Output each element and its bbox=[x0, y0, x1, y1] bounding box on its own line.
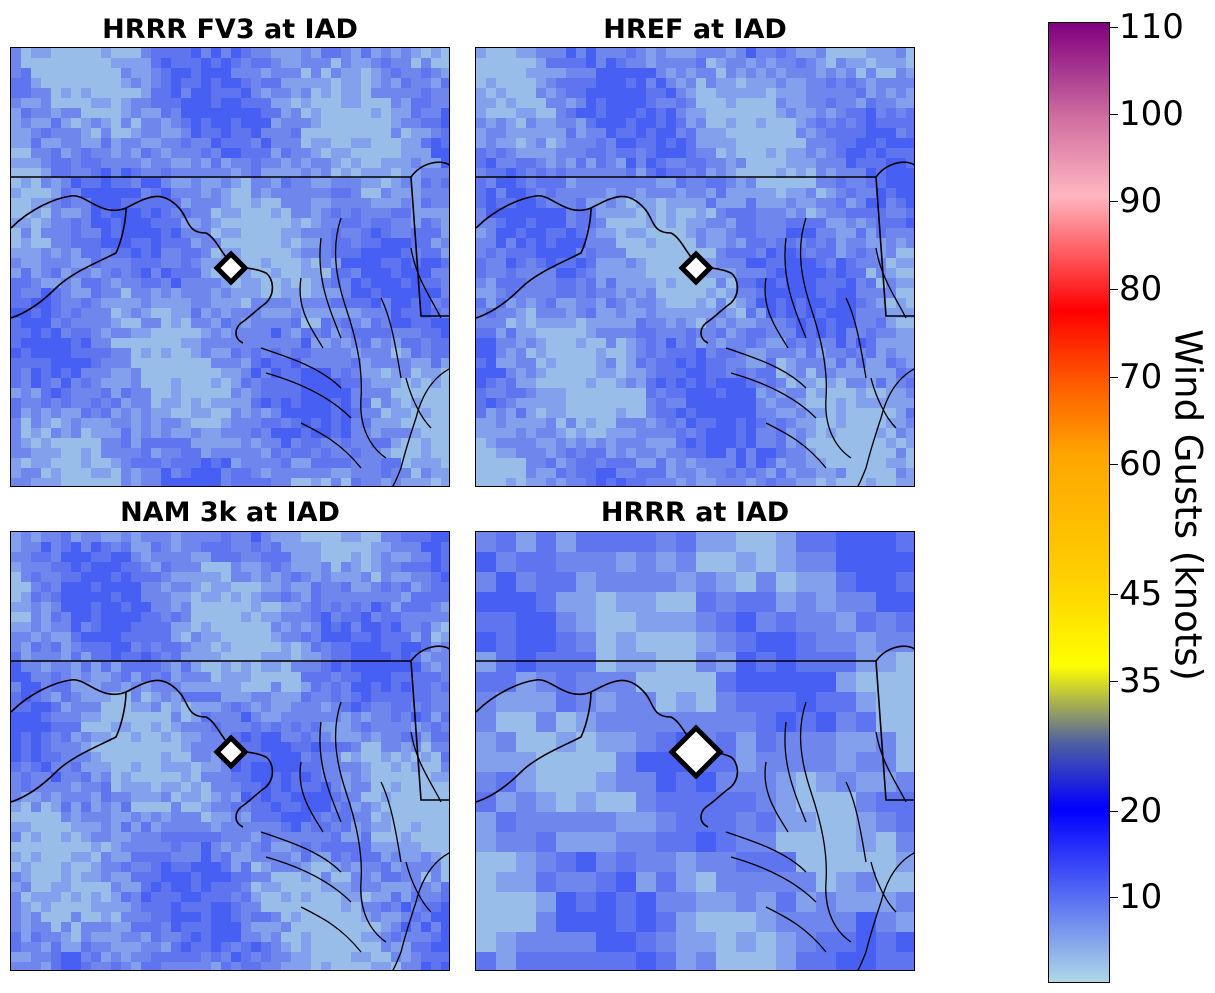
map-svg-hrrr bbox=[476, 532, 914, 970]
coastline bbox=[260, 217, 442, 469]
state-border-line bbox=[410, 645, 449, 801]
coastline bbox=[725, 701, 907, 953]
colorbar-tick-label: 10 bbox=[1119, 877, 1163, 917]
colorbar bbox=[1048, 22, 1110, 983]
coastline bbox=[857, 368, 914, 486]
colorbar-tick-label: 20 bbox=[1119, 791, 1163, 831]
map-svg-nam-3k bbox=[11, 532, 449, 970]
state-border-line bbox=[11, 691, 127, 803]
coastline bbox=[392, 368, 449, 486]
colorbar-tick bbox=[1110, 27, 1118, 28]
wind-field-cells bbox=[476, 532, 914, 970]
colorbar-tick-label: 110 bbox=[1119, 7, 1184, 47]
map-panel-nam-3k bbox=[10, 531, 450, 971]
wind-field-cells bbox=[476, 48, 914, 486]
river-border-line bbox=[476, 679, 739, 828]
colorbar-label: Wind Gusts (knots) bbox=[1166, 329, 1210, 681]
station-marker-iad bbox=[213, 250, 249, 286]
state-border-line bbox=[11, 207, 127, 319]
map-svg-hrrr-fv3 bbox=[11, 48, 449, 486]
colorbar-tick bbox=[1110, 289, 1118, 290]
map-panel-href bbox=[475, 47, 915, 487]
state-border-line bbox=[410, 161, 449, 317]
colorbar-tick-label: 90 bbox=[1119, 181, 1163, 221]
station-marker-iad bbox=[213, 734, 249, 770]
state-border-line bbox=[476, 207, 592, 319]
coastline bbox=[392, 852, 449, 970]
river-border-line bbox=[11, 679, 274, 828]
river-border-line bbox=[476, 195, 739, 344]
colorbar-tick-label: 80 bbox=[1119, 269, 1163, 309]
colorbar-tick bbox=[1110, 377, 1118, 378]
wind-field-cells bbox=[11, 48, 449, 486]
colorbar-tick bbox=[1110, 594, 1118, 595]
station-marker-iad bbox=[678, 250, 714, 286]
station-marker-iad bbox=[668, 724, 724, 780]
map-svg-href bbox=[476, 48, 914, 486]
river-border-line bbox=[11, 195, 274, 344]
colorbar-tick-label: 70 bbox=[1119, 357, 1163, 397]
state-border-line bbox=[476, 691, 592, 803]
coastline bbox=[260, 701, 442, 953]
state-border-line bbox=[875, 645, 914, 801]
panel-title-hrrr: HRRR at IAD bbox=[600, 497, 790, 528]
colorbar-tick-label: 35 bbox=[1119, 661, 1163, 701]
panel-title-href: HREF at IAD bbox=[603, 14, 787, 45]
map-panel-hrrr-fv3 bbox=[10, 47, 450, 487]
colorbar-tick-label: 100 bbox=[1119, 94, 1184, 134]
panel-title-nam-3k: NAM 3k at IAD bbox=[120, 497, 340, 528]
colorbar-tick bbox=[1110, 897, 1118, 898]
colorbar-tick bbox=[1110, 681, 1118, 682]
colorbar-tick bbox=[1110, 201, 1118, 202]
coastline bbox=[857, 852, 914, 970]
colorbar-tick bbox=[1110, 811, 1118, 812]
coastline bbox=[725, 217, 907, 469]
colorbar-tick bbox=[1110, 114, 1118, 115]
panel-title-hrrr-fv3: HRRR FV3 at IAD bbox=[102, 14, 358, 45]
map-panel-hrrr bbox=[475, 531, 915, 971]
state-border-line bbox=[875, 161, 914, 317]
colorbar-tick-label: 45 bbox=[1119, 574, 1163, 614]
colorbar-tick-label: 60 bbox=[1119, 444, 1163, 484]
colorbar-tick bbox=[1110, 464, 1118, 465]
